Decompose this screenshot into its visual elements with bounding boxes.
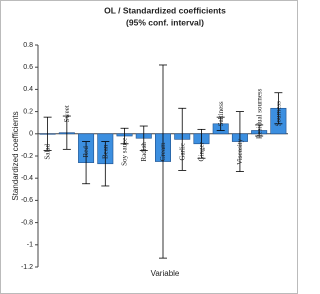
y-tick-label: -1	[27, 242, 33, 249]
category-label: Residual sourness	[255, 88, 263, 139]
error-bar	[159, 64, 167, 259]
y-tick-label: -0.2	[21, 153, 33, 160]
y-tick-label: -0.4	[21, 175, 33, 182]
error-bar	[235, 111, 244, 172]
category-label: Red	[82, 146, 90, 158]
error-bar	[82, 141, 91, 185]
chart-subtitle: (95% conf. interval)	[126, 17, 204, 27]
category-label: Garlic	[178, 143, 186, 161]
error-bar	[62, 115, 71, 150]
y-tick-label: -0.6	[21, 197, 33, 204]
y-tick-label: 0.6	[23, 64, 33, 71]
category-label: Bean	[101, 144, 109, 159]
error-bar	[178, 107, 187, 171]
y-tick-label: 0.2	[23, 108, 33, 115]
category-label: Cream	[159, 142, 167, 161]
category-label: Radish	[140, 142, 148, 162]
error-bar	[43, 116, 52, 151]
category-label: Sourness	[274, 101, 282, 127]
error-bar	[120, 127, 129, 145]
error-bar	[255, 124, 264, 137]
y-tick-label: 0	[29, 131, 33, 138]
y-axis-title: Standardized coefficients	[11, 111, 20, 200]
category-label: Soy sauce	[121, 138, 129, 166]
error-bar	[101, 141, 110, 187]
y-tick-label: -0.8	[21, 219, 33, 226]
chart: OL / Standardized coefficients (95% conf…	[0, 0, 298, 294]
category-label: Viscosity	[236, 138, 244, 165]
x-axis-title: Variable	[151, 269, 180, 278]
error-bar	[216, 116, 225, 131]
category-label: Saltiness	[217, 101, 225, 126]
error-bar	[274, 92, 283, 125]
chart-frame	[0, 0, 298, 294]
category-label: Ginger	[198, 141, 206, 161]
chart-title: OL / Standardized coefficients	[104, 5, 226, 15]
y-tick-label: -1.2	[21, 264, 33, 271]
error-bar	[197, 128, 206, 159]
category-label: Sweet	[63, 105, 71, 122]
y-tick-label: 0.4	[23, 86, 33, 93]
y-tick-label: 0.8	[23, 42, 33, 49]
category-label: Salad	[44, 144, 52, 160]
error-bar	[139, 125, 148, 151]
